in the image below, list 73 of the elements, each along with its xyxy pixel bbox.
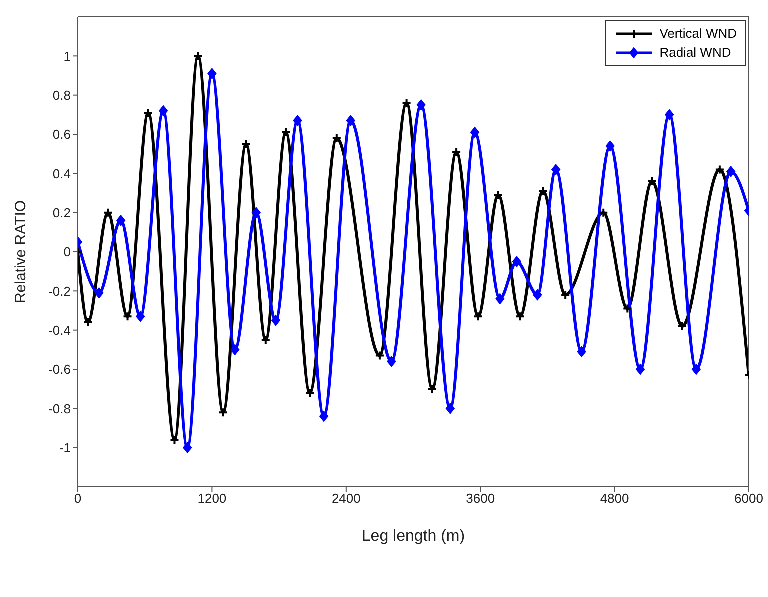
point [208,68,217,80]
point [470,127,480,138]
point [428,384,438,394]
point [183,442,192,454]
x-tick-label: 3600 [466,491,496,506]
point [606,140,615,152]
point [116,215,126,226]
point [293,115,302,126]
y-tick-label: -0.6 [48,362,71,378]
point [320,411,329,422]
y-tick-label: 0.4 [52,166,71,182]
point [714,164,725,175]
point [533,290,542,301]
point [271,315,280,326]
y-tick-label: 0.8 [52,88,71,103]
point [560,290,571,300]
y-tick-label: -1 [59,440,71,456]
point [538,186,548,196]
point [452,147,462,158]
point [446,403,455,414]
point [512,256,522,268]
y-tick-label: -0.2 [48,284,71,299]
point [281,128,292,138]
x-tick-label: 1200 [198,491,227,506]
point [636,364,646,375]
point [170,435,180,445]
y-tick-label: -0.8 [48,401,71,416]
point [305,388,316,398]
point [665,109,674,120]
y-tick-label: 0.6 [52,127,71,142]
point [473,312,484,322]
point [496,294,505,304]
point [515,312,526,322]
y-tick-label: -0.4 [48,322,71,338]
point [241,139,252,150]
point [143,108,154,118]
point [726,166,736,178]
point [193,51,204,62]
point [416,100,426,111]
y-tick-label: 0.2 [52,205,71,220]
x-tick-label: 4800 [600,491,630,506]
point [552,164,561,176]
point [374,350,385,361]
x-tick-label: 2400 [332,491,361,506]
point [346,115,356,126]
point [622,304,633,314]
point [103,208,114,218]
point [83,318,94,328]
point [260,335,271,346]
x-axis-title: Leg length (m) [362,528,466,545]
y-tick-label: 0 [64,244,71,260]
point [332,133,342,144]
y-tick-label: 1 [64,48,71,64]
point [122,312,133,322]
x-tick-label: 0 [74,491,82,506]
point [230,344,240,356]
point [647,176,658,186]
point [402,98,412,108]
point [692,364,701,375]
point [159,106,168,116]
point [94,288,104,299]
point [677,321,688,332]
point [493,190,504,200]
point [252,207,261,218]
point [598,208,609,218]
legend-label: Vertical WND [660,25,737,43]
x-tick-label: 6000 [734,491,764,506]
point [218,408,228,418]
y-axis-title: Relative RATIO [12,200,30,304]
point [136,311,146,322]
legend-label: Radial WND [660,44,732,62]
point [577,346,586,358]
point [387,356,396,368]
